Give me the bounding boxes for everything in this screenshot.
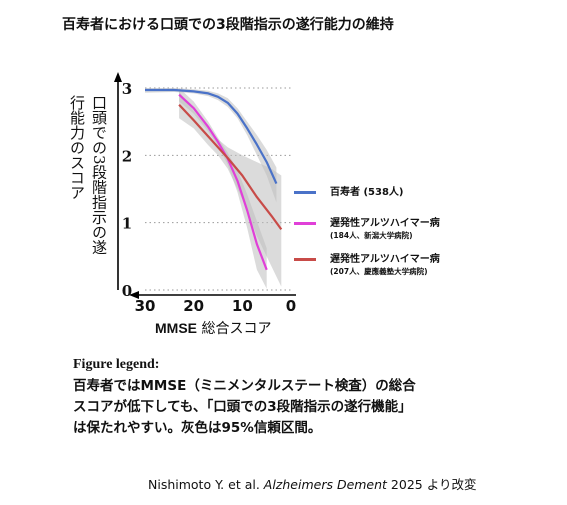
x-axis-label-bold: MMSE xyxy=(155,320,197,336)
y-tick-label: 2 xyxy=(122,147,132,165)
citation-authors: Nishimoto Y. et al. xyxy=(148,477,264,492)
chart-axes xyxy=(114,72,296,299)
series-line xyxy=(178,104,283,231)
legend-sublabel: (184人、新潟大学病院) xyxy=(330,231,413,240)
legend-label: 遅発性アルツハイマー病 xyxy=(330,254,440,265)
ci-bands xyxy=(145,88,282,289)
x-axis-label: MMSE 総合スコア xyxy=(155,318,271,338)
ci-band xyxy=(179,91,282,287)
x-axis-arrow xyxy=(129,291,139,299)
x-axis-label-rest: 総合スコア xyxy=(197,321,272,337)
series-lines xyxy=(145,88,283,271)
legend-label: 遅発性アルツハイマー病 xyxy=(330,218,440,229)
citation-journal: Alzheimers Dement xyxy=(263,477,387,492)
y-tick-label: 1 xyxy=(122,215,132,233)
legend-label: 百寿者 (538人) xyxy=(330,187,404,198)
citation-rest: 2025 より改変 xyxy=(386,477,477,492)
figure-legend-line: スコアが低下しても、「口頭での3段階指示の遂行機能」 xyxy=(73,399,412,415)
figure-legend-line: は保たれやすい。灰色は95%信頼区間。 xyxy=(73,420,322,436)
y-tick-label: 0 xyxy=(122,282,132,300)
y-axis-label: 口頭での3段階指示の遂行能力のスコア xyxy=(68,95,108,255)
figure-legend-line: 百寿者ではMMSE（ミニメンタルステート検査）の総合 xyxy=(73,378,416,394)
legend-swatch-red xyxy=(294,258,316,261)
figure-legend-heading: Figure legend: xyxy=(73,357,160,372)
legend-swatch-blue xyxy=(294,191,316,194)
y-tick-label: 3 xyxy=(122,80,132,98)
legend-sublabel: (207人、慶應義塾大学病院) xyxy=(330,267,428,276)
series-line xyxy=(145,88,278,185)
legend-swatch-magenta xyxy=(294,222,316,225)
y-axis-arrow xyxy=(114,72,122,82)
ci-band xyxy=(145,88,277,203)
x-tick-label: 0 xyxy=(286,297,296,315)
x-tick-label: 10 xyxy=(232,297,253,315)
x-tick-label: 30 xyxy=(135,297,156,315)
x-tick-label: 20 xyxy=(183,297,204,315)
figure-legend-body: 百寿者ではMMSE（ミニメンタルステート検査）の総合 スコアが低下しても、「口頭… xyxy=(73,376,503,439)
figure-title: 百寿者における口頭での3段階指示の遂行能力の維持 xyxy=(62,17,394,33)
citation: Nishimoto Y. et al. Alzheimers Dement 20… xyxy=(148,474,476,493)
